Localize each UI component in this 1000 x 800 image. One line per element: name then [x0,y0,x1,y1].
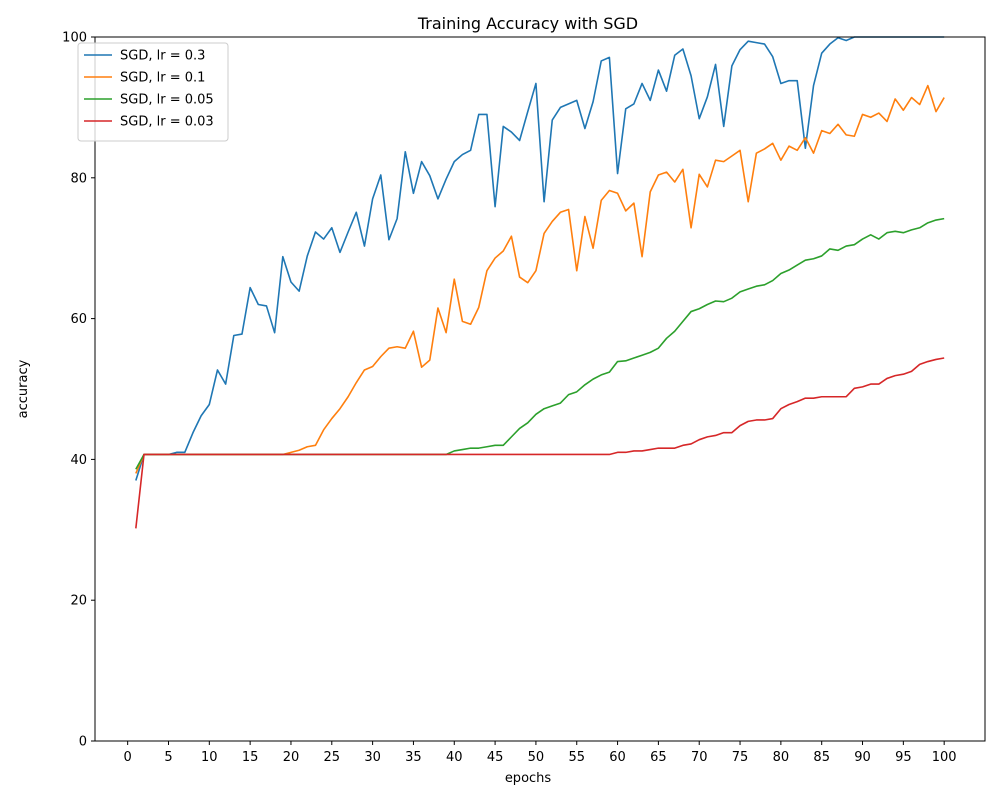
x-tick-label: 20 [283,750,300,765]
y-tick-label: 20 [70,594,87,609]
x-tick-label: 60 [609,750,626,765]
series-line-3 [135,217,945,470]
y-tick-label: 0 [79,735,87,750]
x-tick-label: 35 [405,750,422,765]
x-tick-label: 100 [932,750,957,765]
x-tick-label: 15 [242,750,259,765]
legend: SGD, lr = 0.3 SGD, lr = 0.1 SGD, lr = 0.05… [77,42,229,142]
x-tick-label: 95 [895,750,912,765]
legend-entry: SGD, lr = 0.3 [120,49,205,64]
x-tick-label: 70 [691,750,708,765]
x-tick-label: 55 [568,750,585,765]
x-tick-label: 90 [854,750,871,765]
y-axis: 0 20 40 60 80 100 [62,31,95,750]
x-tick-label: 75 [732,750,749,765]
x-tick-label: 25 [324,750,341,765]
y-tick-label: 60 [70,312,87,327]
y-tick-label: 80 [70,171,87,186]
x-tick-label: 5 [164,750,172,765]
legend-box [77,42,229,142]
plot-area-frame [94,36,986,742]
x-tick-label: 40 [446,750,463,765]
y-tick-label: 40 [70,453,87,468]
x-tick-label: 45 [487,750,504,765]
y-axis-label: accuracy [16,359,31,418]
legend-entry: SGD, lr = 0.03 [120,115,214,130]
series-line-4 [135,357,945,529]
legend-entry: SGD, lr = 0.05 [120,93,214,108]
x-tick-label: 85 [813,750,830,765]
x-tick-label: 10 [201,750,218,765]
legend-entry: SGD, lr = 0.1 [120,71,205,86]
plot-lines [135,36,945,529]
series-line-1 [135,36,945,481]
x-axis-label: epochs [505,771,552,786]
x-tick-label: 0 [124,750,132,765]
chart-title: Training Accuracy with SGD [417,14,638,33]
x-tick-label: 80 [773,750,790,765]
x-tick-label: 30 [364,750,381,765]
y-tick-label: 100 [62,31,87,46]
x-axis: 0 5 10 15 20 25 30 35 40 45 50 55 60 65 70 75 80 85 90 95 10… [124,741,957,765]
x-tick-label: 65 [650,750,667,765]
x-tick-label: 50 [528,750,545,765]
